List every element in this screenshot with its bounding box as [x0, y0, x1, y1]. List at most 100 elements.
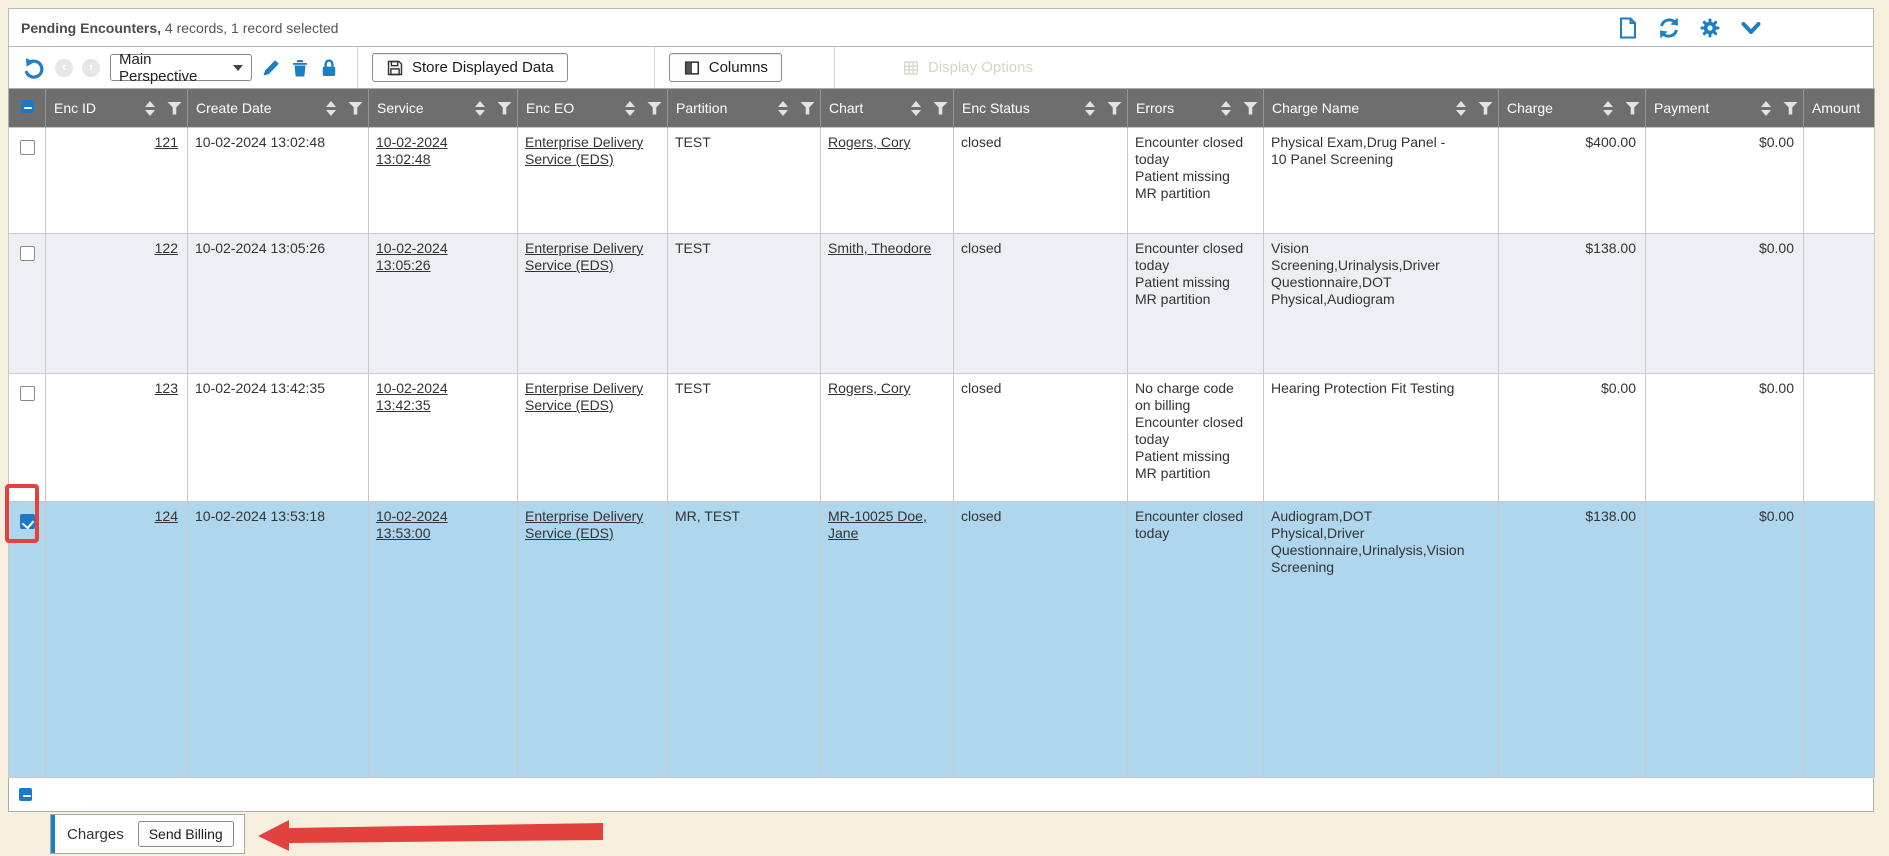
- enc-id-link[interactable]: 122: [154, 240, 178, 256]
- charge-name-cell: Audiogram,DOT Physical,Driver Questionna…: [1263, 501, 1499, 778]
- sort-icon[interactable]: [778, 100, 788, 116]
- chart-link[interactable]: Smith, Theodore: [828, 240, 932, 256]
- refresh-icon[interactable]: [1657, 16, 1681, 40]
- filter-funnel-icon[interactable]: [1243, 101, 1258, 115]
- filter-funnel-icon[interactable]: [1478, 101, 1493, 115]
- filter-funnel-icon[interactable]: [1107, 101, 1122, 115]
- annotation-red-arrow: [258, 820, 603, 851]
- sort-icon[interactable]: [1456, 100, 1466, 116]
- sort-icon[interactable]: [1221, 100, 1231, 116]
- filter-funnel-icon[interactable]: [647, 101, 662, 115]
- enc-status-cell: closed: [953, 373, 1128, 502]
- settings-gear-icon[interactable]: [1698, 16, 1722, 40]
- errors-cell: Encounter closed today: [1127, 501, 1264, 778]
- partition-cell: TEST: [667, 127, 821, 234]
- col-header-service: Service: [368, 88, 518, 128]
- col-header-amount: Amount: [1803, 88, 1875, 128]
- enc-status-cell: closed: [953, 127, 1128, 234]
- select-all-header: [8, 88, 46, 128]
- enc-status-cell: closed: [953, 501, 1128, 778]
- enc-id-link[interactable]: 123: [154, 380, 178, 396]
- enc-status-cell: closed: [953, 233, 1128, 374]
- chart-link[interactable]: Rogers, Cory: [828, 134, 911, 150]
- send-billing-button[interactable]: Send Billing: [137, 821, 234, 847]
- sort-icon[interactable]: [475, 100, 485, 116]
- enc-eo-link[interactable]: Enterprise Delivery Service (EDS): [525, 134, 644, 167]
- undo-icon[interactable]: [22, 56, 46, 80]
- perspective-select[interactable]: Main Perspective: [110, 51, 252, 85]
- charge-cell: $138.00: [1498, 501, 1646, 778]
- col-header-charge-name: Charge Name: [1263, 88, 1499, 128]
- enc-id-link[interactable]: 124: [154, 508, 178, 524]
- charge-name-cell: Hearing Protection Fit Testing: [1263, 373, 1499, 502]
- service-link[interactable]: 10-02-2024 13:02:48: [376, 134, 448, 167]
- payment-cell: $0.00: [1645, 127, 1804, 234]
- service-link[interactable]: 10-02-2024 13:42:35: [376, 380, 448, 413]
- filter-funnel-icon[interactable]: [167, 101, 182, 115]
- row-checkbox[interactable]: [19, 246, 35, 261]
- filter-funnel-icon[interactable]: [348, 101, 363, 115]
- enc-id-link[interactable]: 121: [154, 134, 178, 150]
- partition-cell: TEST: [667, 233, 821, 374]
- table-row-124-selected: 124 10-02-2024 13:53:18 10-02-2024 13:53…: [8, 501, 1875, 778]
- errors-cell: No charge code on billing Encounter clos…: [1127, 373, 1264, 502]
- enc-eo-link[interactable]: Enterprise Delivery Service (EDS): [525, 240, 644, 273]
- page-title: Pending Encounters, 4 records, 1 record …: [21, 19, 339, 36]
- service-link[interactable]: 10-02-2024 13:05:26: [376, 240, 448, 273]
- row-checkbox[interactable]: [19, 386, 35, 401]
- sort-icon[interactable]: [625, 100, 635, 116]
- filter-funnel-icon[interactable]: [933, 101, 948, 115]
- select-all-footer-checkbox[interactable]: [19, 788, 32, 801]
- nav-forward-button[interactable]: ›: [82, 58, 100, 77]
- create-date-cell: 10-02-2024 13:05:26: [187, 233, 369, 374]
- lock-icon[interactable]: [319, 58, 339, 78]
- charge-cell: $0.00: [1498, 373, 1646, 502]
- select-all-checkbox[interactable]: [20, 100, 34, 113]
- chart-link[interactable]: Rogers, Cory: [828, 380, 911, 396]
- partition-cell: TEST: [667, 373, 821, 502]
- filter-funnel-icon[interactable]: [800, 101, 815, 115]
- filter-funnel-icon[interactable]: [497, 101, 512, 115]
- amount-cell: [1803, 233, 1875, 374]
- sort-icon[interactable]: [911, 100, 921, 116]
- sort-icon[interactable]: [326, 100, 336, 116]
- partition-cell: MR, TEST: [667, 501, 821, 778]
- chart-link[interactable]: MR-10025 Doe, Jane: [828, 508, 927, 541]
- table-row-122: 122 10-02-2024 13:05:26 10-02-2024 13:05…: [8, 233, 1875, 374]
- display-options-button[interactable]: Display Options: [889, 53, 1046, 82]
- nav-back-button[interactable]: ‹: [55, 58, 73, 77]
- enc-eo-link[interactable]: Enterprise Delivery Service (EDS): [525, 380, 644, 413]
- col-header-create-date: Create Date: [187, 88, 369, 128]
- chevron-down-icon: [233, 64, 243, 71]
- col-header-chart: Chart: [820, 88, 954, 128]
- sort-icon[interactable]: [145, 100, 155, 116]
- table-row-123: 123 10-02-2024 13:42:35 10-02-2024 13:42…: [8, 373, 1875, 502]
- row-checkbox-checked[interactable]: [19, 514, 35, 529]
- edit-pencil-icon[interactable]: [261, 58, 281, 78]
- enc-eo-link[interactable]: Enterprise Delivery Service (EDS): [525, 508, 644, 541]
- collapse-chevron-icon[interactable]: [1739, 16, 1763, 40]
- new-document-icon[interactable]: [1616, 16, 1640, 40]
- payment-cell: $0.00: [1645, 373, 1804, 502]
- row-checkbox[interactable]: [19, 140, 35, 155]
- sort-icon[interactable]: [1761, 100, 1771, 116]
- col-header-payment: Payment: [1645, 88, 1804, 128]
- sort-icon[interactable]: [1603, 100, 1613, 116]
- errors-cell: Encounter closed today Patient missing M…: [1127, 233, 1264, 374]
- service-link[interactable]: 10-02-2024 13:53:00: [376, 508, 448, 541]
- tab-charges[interactable]: Charges: [67, 825, 124, 843]
- filter-funnel-icon[interactable]: [1783, 101, 1798, 115]
- col-header-enc-id: Enc ID: [45, 88, 188, 128]
- columns-button[interactable]: Columns: [668, 53, 782, 82]
- filter-funnel-icon[interactable]: [1625, 101, 1640, 115]
- grid-icon: [903, 60, 918, 75]
- store-displayed-data-button[interactable]: Store Displayed Data: [372, 53, 568, 82]
- perspective-value: Main Perspective: [119, 50, 198, 85]
- col-header-enc-status: Enc Status: [953, 88, 1128, 128]
- grid-header-row: Enc ID Create Date Service Enc EO: [8, 88, 1875, 128]
- col-header-partition: Partition: [667, 88, 821, 128]
- pending-encounters-grid: Enc ID Create Date Service Enc EO: [8, 88, 1875, 812]
- create-date-cell: 10-02-2024 13:42:35: [187, 373, 369, 502]
- sort-icon[interactable]: [1085, 100, 1095, 116]
- delete-trash-icon[interactable]: [290, 58, 310, 78]
